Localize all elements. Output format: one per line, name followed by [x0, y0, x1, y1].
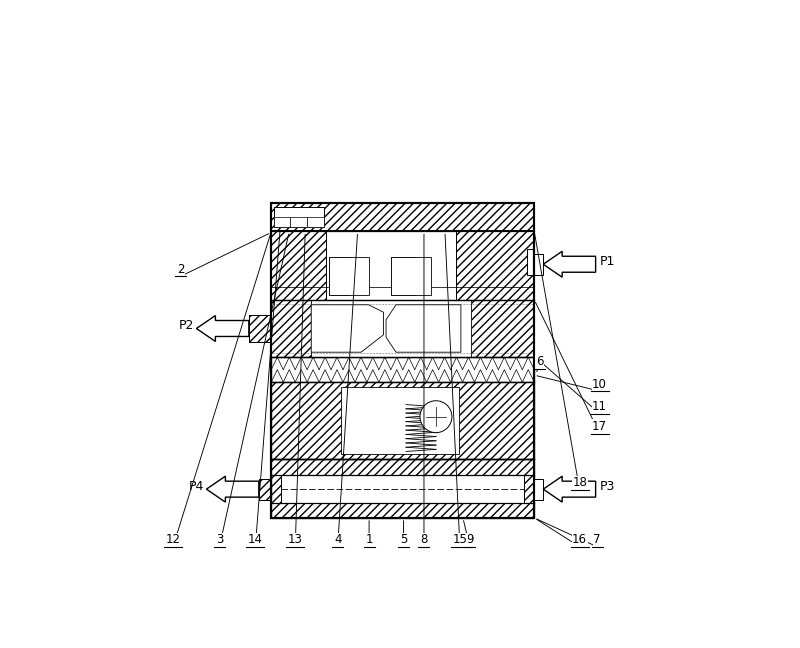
Bar [271, 203, 534, 231]
Circle shape [420, 400, 452, 433]
Bar [271, 203, 534, 231]
Bar [534, 254, 543, 275]
Bar [271, 300, 311, 357]
Text: 7: 7 [594, 533, 601, 546]
Bar [271, 203, 534, 518]
Text: P4: P4 [189, 480, 204, 492]
Text: P2: P2 [178, 319, 194, 332]
Polygon shape [206, 476, 259, 502]
Text: 6: 6 [536, 355, 543, 368]
Text: 11: 11 [592, 400, 607, 413]
Polygon shape [386, 305, 461, 353]
Bar [271, 203, 534, 231]
Bar [471, 300, 534, 357]
Text: 12: 12 [166, 533, 181, 546]
Text: 17: 17 [592, 420, 607, 433]
Text: 14: 14 [248, 533, 263, 546]
Polygon shape [197, 316, 249, 341]
Text: 18: 18 [572, 476, 587, 489]
Bar [526, 249, 534, 275]
Bar [249, 315, 271, 342]
Bar [282, 476, 524, 503]
Bar [329, 257, 349, 295]
Polygon shape [311, 305, 383, 353]
Bar [326, 231, 456, 300]
Text: 16: 16 [572, 533, 587, 546]
Text: 3: 3 [216, 533, 223, 546]
Text: 8: 8 [420, 533, 428, 546]
Text: 10: 10 [592, 378, 607, 391]
Text: 13: 13 [288, 533, 302, 546]
Bar [271, 231, 326, 300]
Bar [271, 357, 534, 382]
Bar [534, 479, 543, 500]
Text: 4: 4 [334, 533, 342, 546]
Bar [271, 382, 534, 459]
Text: P1: P1 [600, 255, 615, 268]
Bar [311, 300, 471, 357]
Bar [271, 203, 534, 518]
Bar [271, 459, 534, 518]
Text: 2: 2 [177, 263, 184, 276]
Bar [456, 231, 534, 300]
Bar [271, 382, 534, 459]
Bar [290, 218, 307, 227]
Bar [329, 257, 369, 295]
Bar [391, 257, 431, 295]
Bar [274, 218, 290, 227]
Bar [274, 207, 324, 227]
Bar [259, 479, 271, 500]
Text: 9: 9 [466, 533, 474, 546]
Text: 15: 15 [453, 533, 467, 546]
Bar [307, 218, 324, 227]
Polygon shape [543, 476, 596, 502]
Bar [249, 315, 271, 342]
Bar [391, 257, 415, 295]
Bar [271, 459, 534, 518]
Text: 5: 5 [400, 533, 407, 546]
Polygon shape [543, 251, 596, 277]
Bar [341, 387, 459, 454]
Text: 1: 1 [366, 533, 373, 546]
Bar [259, 479, 271, 500]
Text: P3: P3 [600, 480, 615, 492]
